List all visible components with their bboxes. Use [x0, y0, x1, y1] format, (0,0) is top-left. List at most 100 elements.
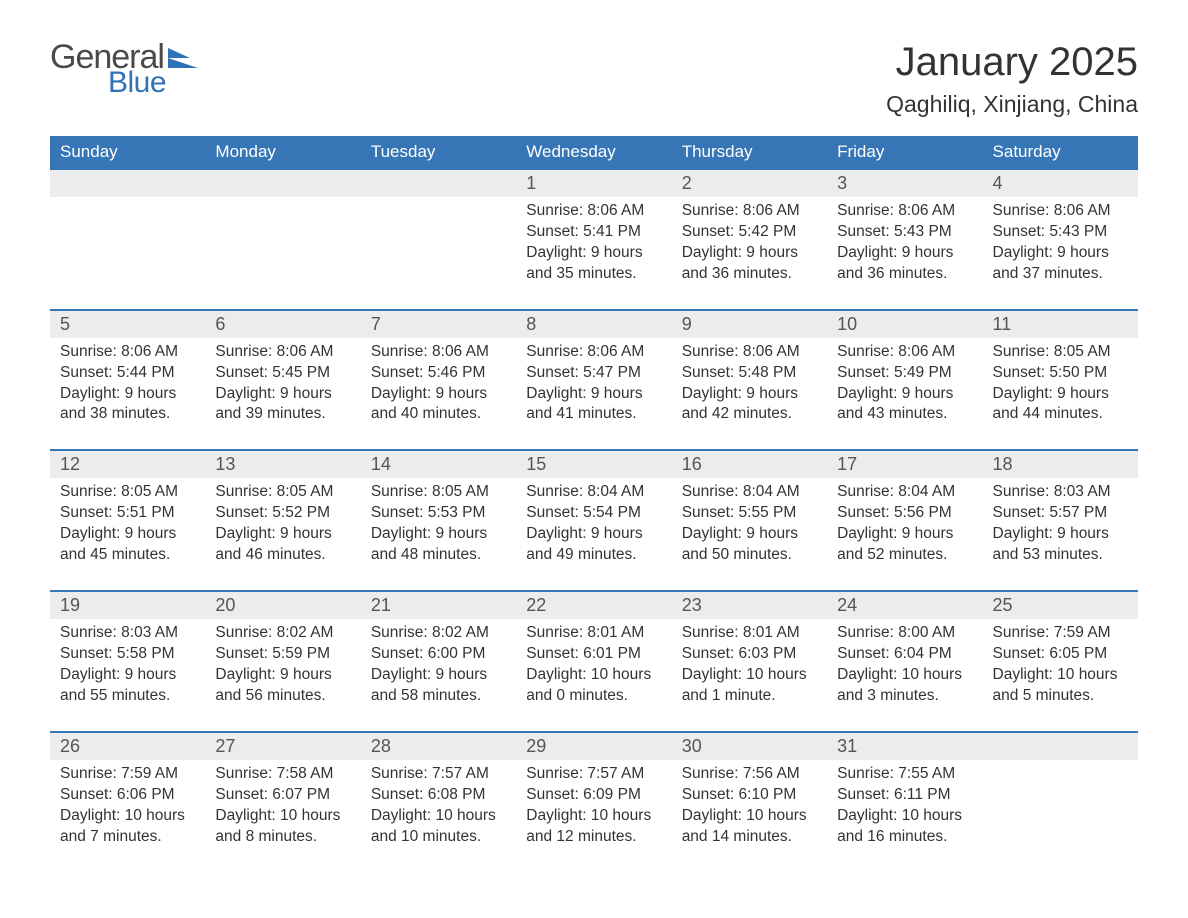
week-number-row: 1234: [50, 169, 1138, 197]
day-number: 21: [361, 592, 516, 619]
week-content-row: Sunrise: 8:03 AMSunset: 5:58 PMDaylight:…: [50, 619, 1138, 732]
weekday-header: Wednesday: [516, 136, 671, 169]
day-d2: and 36 minutes.: [837, 264, 972, 285]
day-number: 9: [672, 311, 827, 338]
day-number: 6: [205, 311, 360, 338]
day-sunrise: Sunrise: 8:05 AM: [60, 482, 195, 503]
day-content: Sunrise: 8:05 AMSunset: 5:50 PMDaylight:…: [983, 338, 1138, 450]
day-content: Sunrise: 8:06 AMSunset: 5:45 PMDaylight:…: [205, 338, 360, 450]
day-number: 14: [361, 451, 516, 478]
day-sunrise: Sunrise: 8:06 AM: [837, 201, 972, 222]
day-d2: and 16 minutes.: [837, 827, 972, 848]
day-sunset: Sunset: 5:45 PM: [215, 363, 350, 384]
day-sunset: Sunset: 5:50 PM: [993, 363, 1128, 384]
day-sunset: Sunset: 6:11 PM: [837, 785, 972, 806]
day-d1: Daylight: 9 hours: [837, 384, 972, 405]
day-content: Sunrise: 8:04 AMSunset: 5:56 PMDaylight:…: [827, 478, 982, 590]
day-content: Sunrise: 8:03 AMSunset: 5:57 PMDaylight:…: [983, 478, 1138, 590]
day-sunrise: Sunrise: 8:06 AM: [371, 342, 506, 363]
day-sunset: Sunset: 5:56 PM: [837, 503, 972, 524]
weekday-header: Saturday: [983, 136, 1138, 169]
day-sunrise: Sunrise: 8:04 AM: [682, 482, 817, 503]
day-content: Sunrise: 8:04 AMSunset: 5:55 PMDaylight:…: [672, 478, 827, 590]
day-sunset: Sunset: 6:04 PM: [837, 644, 972, 665]
day-content: Sunrise: 8:01 AMSunset: 6:01 PMDaylight:…: [516, 619, 671, 731]
day-number: 8: [516, 311, 671, 338]
weekday-header: Sunday: [50, 136, 205, 169]
day-sunrise: Sunrise: 8:06 AM: [682, 201, 817, 222]
empty-day: [983, 760, 1138, 872]
day-sunset: Sunset: 5:48 PM: [682, 363, 817, 384]
day-number: 29: [516, 733, 671, 760]
day-sunset: Sunset: 5:43 PM: [837, 222, 972, 243]
day-content: Sunrise: 8:03 AMSunset: 5:58 PMDaylight:…: [50, 619, 205, 731]
day-content: Sunrise: 8:06 AMSunset: 5:47 PMDaylight:…: [516, 338, 671, 450]
day-sunrise: Sunrise: 8:02 AM: [215, 623, 350, 644]
day-d1: Daylight: 10 hours: [526, 665, 661, 686]
day-sunrise: Sunrise: 8:06 AM: [526, 201, 661, 222]
empty-day: [205, 197, 360, 310]
day-sunset: Sunset: 6:09 PM: [526, 785, 661, 806]
day-content: Sunrise: 8:06 AMSunset: 5:43 PMDaylight:…: [983, 197, 1138, 309]
day-sunset: Sunset: 6:10 PM: [682, 785, 817, 806]
day-number: 12: [50, 451, 205, 478]
day-d1: Daylight: 9 hours: [60, 524, 195, 545]
day-content: Sunrise: 8:00 AMSunset: 6:04 PMDaylight:…: [827, 619, 982, 731]
day-content: Sunrise: 8:01 AMSunset: 6:03 PMDaylight:…: [672, 619, 827, 731]
day-content: Sunrise: 7:57 AMSunset: 6:09 PMDaylight:…: [516, 760, 671, 872]
day-sunset: Sunset: 5:49 PM: [837, 363, 972, 384]
day-d1: Daylight: 10 hours: [60, 806, 195, 827]
day-content: Sunrise: 8:02 AMSunset: 6:00 PMDaylight:…: [361, 619, 516, 731]
day-sunset: Sunset: 5:59 PM: [215, 644, 350, 665]
day-sunrise: Sunrise: 8:02 AM: [371, 623, 506, 644]
day-content: Sunrise: 8:06 AMSunset: 5:48 PMDaylight:…: [672, 338, 827, 450]
day-d1: Daylight: 9 hours: [993, 243, 1128, 264]
day-d2: and 58 minutes.: [371, 686, 506, 707]
day-d2: and 46 minutes.: [215, 545, 350, 566]
empty-day: [361, 197, 516, 310]
day-sunrise: Sunrise: 8:05 AM: [993, 342, 1128, 363]
day-d2: and 12 minutes.: [526, 827, 661, 848]
page-header: General Blue January 2025 Qaghiliq, Xinj…: [50, 40, 1138, 118]
day-d2: and 56 minutes.: [215, 686, 350, 707]
day-sunrise: Sunrise: 7:57 AM: [371, 764, 506, 785]
day-d1: Daylight: 9 hours: [215, 384, 350, 405]
day-sunset: Sunset: 5:58 PM: [60, 644, 195, 665]
day-sunset: Sunset: 6:00 PM: [371, 644, 506, 665]
day-d2: and 1 minute.: [682, 686, 817, 707]
day-sunrise: Sunrise: 8:05 AM: [215, 482, 350, 503]
day-number: 4: [983, 170, 1138, 197]
day-sunset: Sunset: 5:42 PM: [682, 222, 817, 243]
day-d2: and 40 minutes.: [371, 404, 506, 425]
weekday-header: Monday: [205, 136, 360, 169]
day-d1: Daylight: 10 hours: [993, 665, 1128, 686]
weekday-header-row: SundayMondayTuesdayWednesdayThursdayFrid…: [50, 136, 1138, 169]
day-number: 18: [983, 451, 1138, 478]
day-number: 24: [827, 592, 982, 619]
day-sunset: Sunset: 6:05 PM: [993, 644, 1128, 665]
week-content-row: Sunrise: 8:06 AMSunset: 5:41 PMDaylight:…: [50, 197, 1138, 310]
day-sunrise: Sunrise: 8:05 AM: [371, 482, 506, 503]
day-content: Sunrise: 7:59 AMSunset: 6:06 PMDaylight:…: [50, 760, 205, 872]
day-d1: Daylight: 9 hours: [371, 524, 506, 545]
week-content-row: Sunrise: 7:59 AMSunset: 6:06 PMDaylight:…: [50, 760, 1138, 872]
day-content: Sunrise: 7:59 AMSunset: 6:05 PMDaylight:…: [983, 619, 1138, 731]
day-number: 11: [983, 311, 1138, 338]
day-d2: and 44 minutes.: [993, 404, 1128, 425]
day-content: Sunrise: 8:05 AMSunset: 5:52 PMDaylight:…: [205, 478, 360, 590]
day-content: Sunrise: 7:57 AMSunset: 6:08 PMDaylight:…: [361, 760, 516, 872]
day-d2: and 36 minutes.: [682, 264, 817, 285]
day-d1: Daylight: 9 hours: [682, 524, 817, 545]
day-number: 20: [205, 592, 360, 619]
day-d2: and 3 minutes.: [837, 686, 972, 707]
week-number-row: 19202122232425: [50, 591, 1138, 619]
day-content: Sunrise: 8:05 AMSunset: 5:53 PMDaylight:…: [361, 478, 516, 590]
day-number: 16: [672, 451, 827, 478]
day-d2: and 35 minutes.: [526, 264, 661, 285]
day-d1: Daylight: 10 hours: [682, 665, 817, 686]
day-content: Sunrise: 8:02 AMSunset: 5:59 PMDaylight:…: [205, 619, 360, 731]
day-sunrise: Sunrise: 7:57 AM: [526, 764, 661, 785]
day-d1: Daylight: 9 hours: [60, 384, 195, 405]
day-d1: Daylight: 10 hours: [526, 806, 661, 827]
day-number: 25: [983, 592, 1138, 619]
